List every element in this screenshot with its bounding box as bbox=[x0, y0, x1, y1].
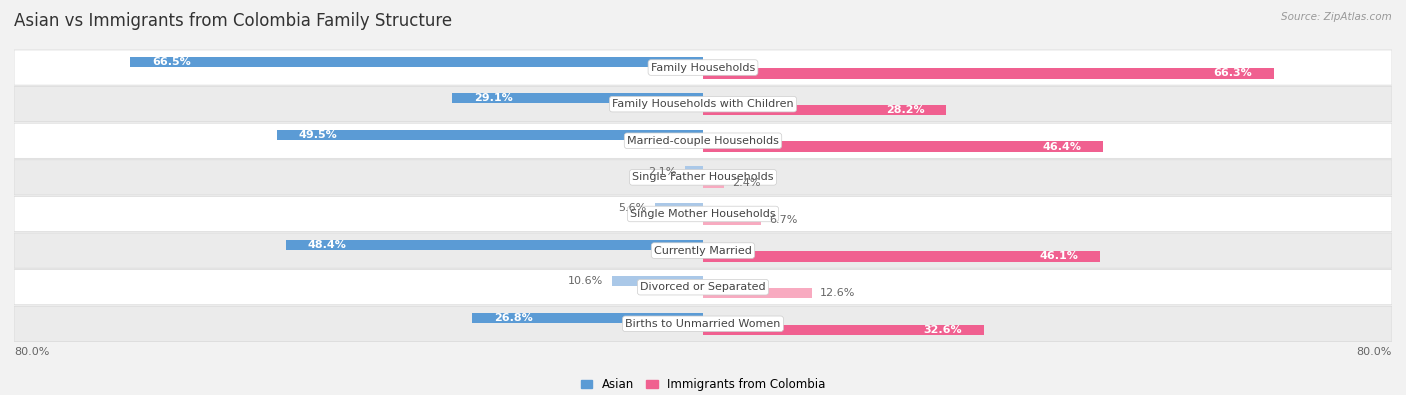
Bar bbox=[472, 313, 703, 323]
FancyBboxPatch shape bbox=[14, 270, 1392, 305]
Bar bbox=[703, 251, 1099, 261]
Text: 46.1%: 46.1% bbox=[1039, 252, 1078, 261]
FancyBboxPatch shape bbox=[14, 233, 1392, 268]
Text: 48.4%: 48.4% bbox=[308, 240, 347, 250]
Text: 12.6%: 12.6% bbox=[820, 288, 855, 298]
Text: Family Households with Children: Family Households with Children bbox=[612, 99, 794, 109]
FancyBboxPatch shape bbox=[14, 123, 1392, 158]
Text: Currently Married: Currently Married bbox=[654, 246, 752, 256]
Text: Single Mother Households: Single Mother Households bbox=[630, 209, 776, 219]
Bar bbox=[655, 203, 703, 213]
Text: Asian vs Immigrants from Colombia Family Structure: Asian vs Immigrants from Colombia Family… bbox=[14, 12, 453, 30]
Text: 66.5%: 66.5% bbox=[152, 56, 191, 67]
Text: 2.1%: 2.1% bbox=[648, 167, 676, 177]
Text: Births to Unmarried Women: Births to Unmarried Women bbox=[626, 319, 780, 329]
Bar bbox=[685, 166, 703, 177]
Text: 6.7%: 6.7% bbox=[769, 215, 797, 225]
Text: 10.6%: 10.6% bbox=[568, 276, 603, 286]
Text: Single Father Households: Single Father Households bbox=[633, 172, 773, 182]
Text: 80.0%: 80.0% bbox=[1357, 346, 1392, 357]
FancyBboxPatch shape bbox=[14, 87, 1392, 122]
Bar bbox=[703, 215, 761, 225]
Bar bbox=[703, 325, 984, 335]
Text: Source: ZipAtlas.com: Source: ZipAtlas.com bbox=[1281, 12, 1392, 22]
Legend: Asian, Immigrants from Colombia: Asian, Immigrants from Colombia bbox=[576, 373, 830, 395]
Text: 5.6%: 5.6% bbox=[617, 203, 647, 213]
Text: 32.6%: 32.6% bbox=[924, 325, 962, 335]
Text: Family Households: Family Households bbox=[651, 62, 755, 73]
Bar bbox=[703, 178, 724, 188]
Bar bbox=[287, 240, 703, 250]
Text: 26.8%: 26.8% bbox=[494, 313, 533, 323]
FancyBboxPatch shape bbox=[14, 306, 1392, 341]
Bar bbox=[612, 276, 703, 286]
Bar bbox=[703, 288, 811, 298]
Text: 46.4%: 46.4% bbox=[1042, 142, 1081, 152]
Text: Divorced or Separated: Divorced or Separated bbox=[640, 282, 766, 292]
Bar bbox=[703, 141, 1102, 152]
FancyBboxPatch shape bbox=[14, 50, 1392, 85]
Text: 29.1%: 29.1% bbox=[474, 93, 513, 103]
Text: 2.4%: 2.4% bbox=[733, 178, 761, 188]
Bar bbox=[703, 68, 1274, 79]
Bar bbox=[131, 56, 703, 67]
Bar bbox=[453, 93, 703, 103]
FancyBboxPatch shape bbox=[14, 196, 1392, 231]
Text: Married-couple Households: Married-couple Households bbox=[627, 136, 779, 146]
Text: 28.2%: 28.2% bbox=[886, 105, 924, 115]
Text: 80.0%: 80.0% bbox=[14, 346, 49, 357]
FancyBboxPatch shape bbox=[14, 160, 1392, 195]
Text: 66.3%: 66.3% bbox=[1213, 68, 1253, 78]
Bar bbox=[277, 130, 703, 140]
Bar bbox=[703, 105, 946, 115]
Text: 49.5%: 49.5% bbox=[298, 130, 337, 140]
